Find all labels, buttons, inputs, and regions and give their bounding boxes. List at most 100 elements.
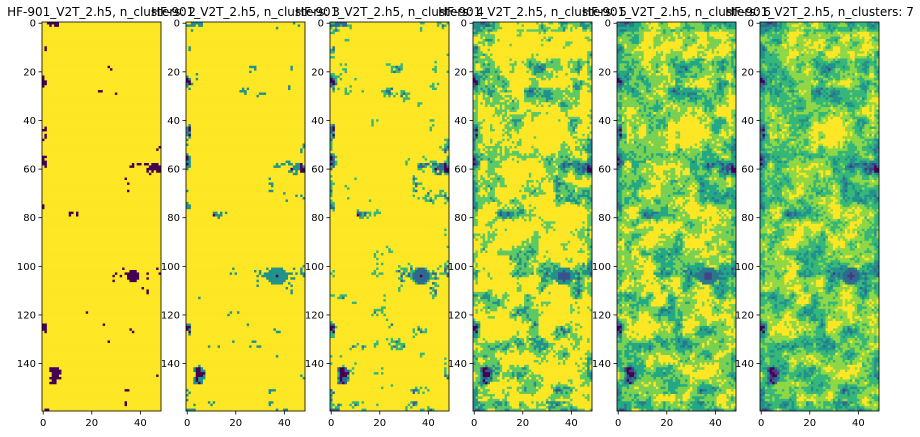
heatmap-cell — [337, 379, 341, 383]
heatmap-cell — [337, 77, 341, 81]
heatmap-cell — [621, 53, 625, 57]
heatmap-cell — [579, 68, 583, 71]
heatmap-cell — [402, 97, 411, 101]
heatmap-cell — [446, 53, 450, 57]
heatmap-cell — [528, 68, 535, 71]
heatmap-cell — [475, 180, 481, 183]
heatmap-cell — [415, 386, 418, 390]
heatmap-cell — [550, 160, 564, 164]
heatmap-cell — [186, 163, 189, 166]
heatmap-cell — [582, 262, 586, 266]
heatmap-cell — [562, 170, 569, 174]
heatmap-cell — [419, 389, 428, 392]
heatmap-cell — [330, 294, 336, 298]
heatmap-cell — [524, 99, 537, 103]
heatmap-cell — [531, 216, 539, 220]
heatmap-cell — [728, 90, 732, 93]
heatmap-cell — [514, 60, 518, 64]
heatmap-cell — [672, 31, 676, 35]
heatmap-cell — [646, 87, 649, 91]
heatmap-cell — [670, 36, 676, 40]
heatmap-cell — [543, 189, 554, 193]
heatmap-cell — [330, 126, 333, 130]
y-tick-label: 80 — [311, 213, 324, 224]
heatmap-cell — [519, 376, 525, 380]
heatmap-cell — [334, 269, 375, 273]
heatmap-cell — [480, 345, 488, 349]
heatmap-cell — [186, 158, 189, 161]
heatmap-cell — [290, 289, 294, 293]
heatmap-cell — [490, 238, 493, 242]
y-tick-label: 20 — [167, 67, 180, 78]
heatmap-cell — [524, 248, 532, 251]
heatmap-cell — [434, 201, 445, 205]
heatmap-cell — [541, 313, 593, 317]
heatmap-cell — [706, 39, 722, 42]
heatmap-cell — [565, 197, 571, 200]
heatmap-cell — [629, 80, 642, 84]
heatmap-cell — [473, 345, 481, 349]
heatmap-cell — [672, 65, 681, 69]
heatmap-cell — [475, 257, 510, 261]
heatmap-cell — [480, 187, 484, 191]
heatmap-cell — [344, 39, 350, 42]
heatmap-cell — [502, 214, 508, 217]
heatmap-cell — [330, 231, 450, 234]
heatmap-cell — [624, 75, 628, 79]
heatmap-cell — [531, 102, 537, 105]
heatmap-cell — [429, 291, 433, 295]
heatmap-cell — [444, 369, 447, 373]
heatmap-cell — [533, 56, 588, 59]
heatmap-cell — [560, 58, 571, 62]
heatmap-cell — [497, 376, 503, 380]
heatmap-cell — [582, 26, 588, 30]
heatmap-cell — [42, 94, 162, 98]
heatmap-cell — [545, 97, 554, 101]
heatmap-cell — [383, 92, 389, 96]
heatmap-cell — [485, 381, 488, 385]
heatmap-cell — [446, 194, 450, 198]
heatmap-cell — [507, 121, 515, 125]
heatmap-cell — [617, 90, 625, 93]
heatmap-cell — [190, 323, 248, 327]
heatmap-cell — [473, 294, 479, 298]
heatmap-cell — [415, 177, 418, 181]
heatmap-cell — [577, 231, 586, 234]
heatmap-cell — [509, 299, 525, 302]
heatmap-cell — [383, 372, 445, 375]
heatmap-cell — [562, 386, 571, 390]
heatmap-cell — [186, 257, 306, 261]
heatmap-cell — [511, 308, 518, 312]
heatmap-cell — [587, 359, 590, 363]
heatmap-cell — [665, 80, 669, 84]
heatmap-cell — [473, 53, 484, 57]
heatmap-cell — [541, 111, 547, 115]
heatmap-cell — [570, 97, 573, 101]
heatmap-cell — [560, 143, 569, 147]
heatmap-cell — [589, 36, 593, 40]
heatmap-cell — [582, 80, 586, 84]
heatmap-cell — [538, 262, 544, 266]
heatmap-cell — [519, 277, 542, 281]
heatmap-cell — [186, 299, 306, 302]
heatmap-cell — [567, 325, 573, 329]
heatmap-cell — [565, 180, 593, 183]
heatmap-cell — [480, 180, 484, 183]
heatmap-cell — [728, 82, 732, 86]
heatmap-cell — [516, 340, 520, 344]
heatmap-cell — [49, 369, 62, 373]
heatmap-cell — [347, 187, 350, 191]
heatmap-cell — [330, 316, 450, 319]
heatmap-cell — [579, 267, 583, 271]
heatmap-cell — [516, 63, 525, 67]
heatmap-cell — [347, 381, 450, 385]
heatmap-cell — [186, 77, 189, 81]
heatmap-cell — [497, 214, 501, 217]
heatmap-cell — [56, 381, 162, 385]
heatmap-cell — [51, 379, 57, 383]
heatmap-cell — [587, 372, 593, 375]
heatmap-cell — [538, 359, 542, 363]
heatmap-cell — [621, 34, 628, 37]
heatmap-cell — [555, 163, 561, 166]
heatmap-cell — [511, 90, 525, 93]
